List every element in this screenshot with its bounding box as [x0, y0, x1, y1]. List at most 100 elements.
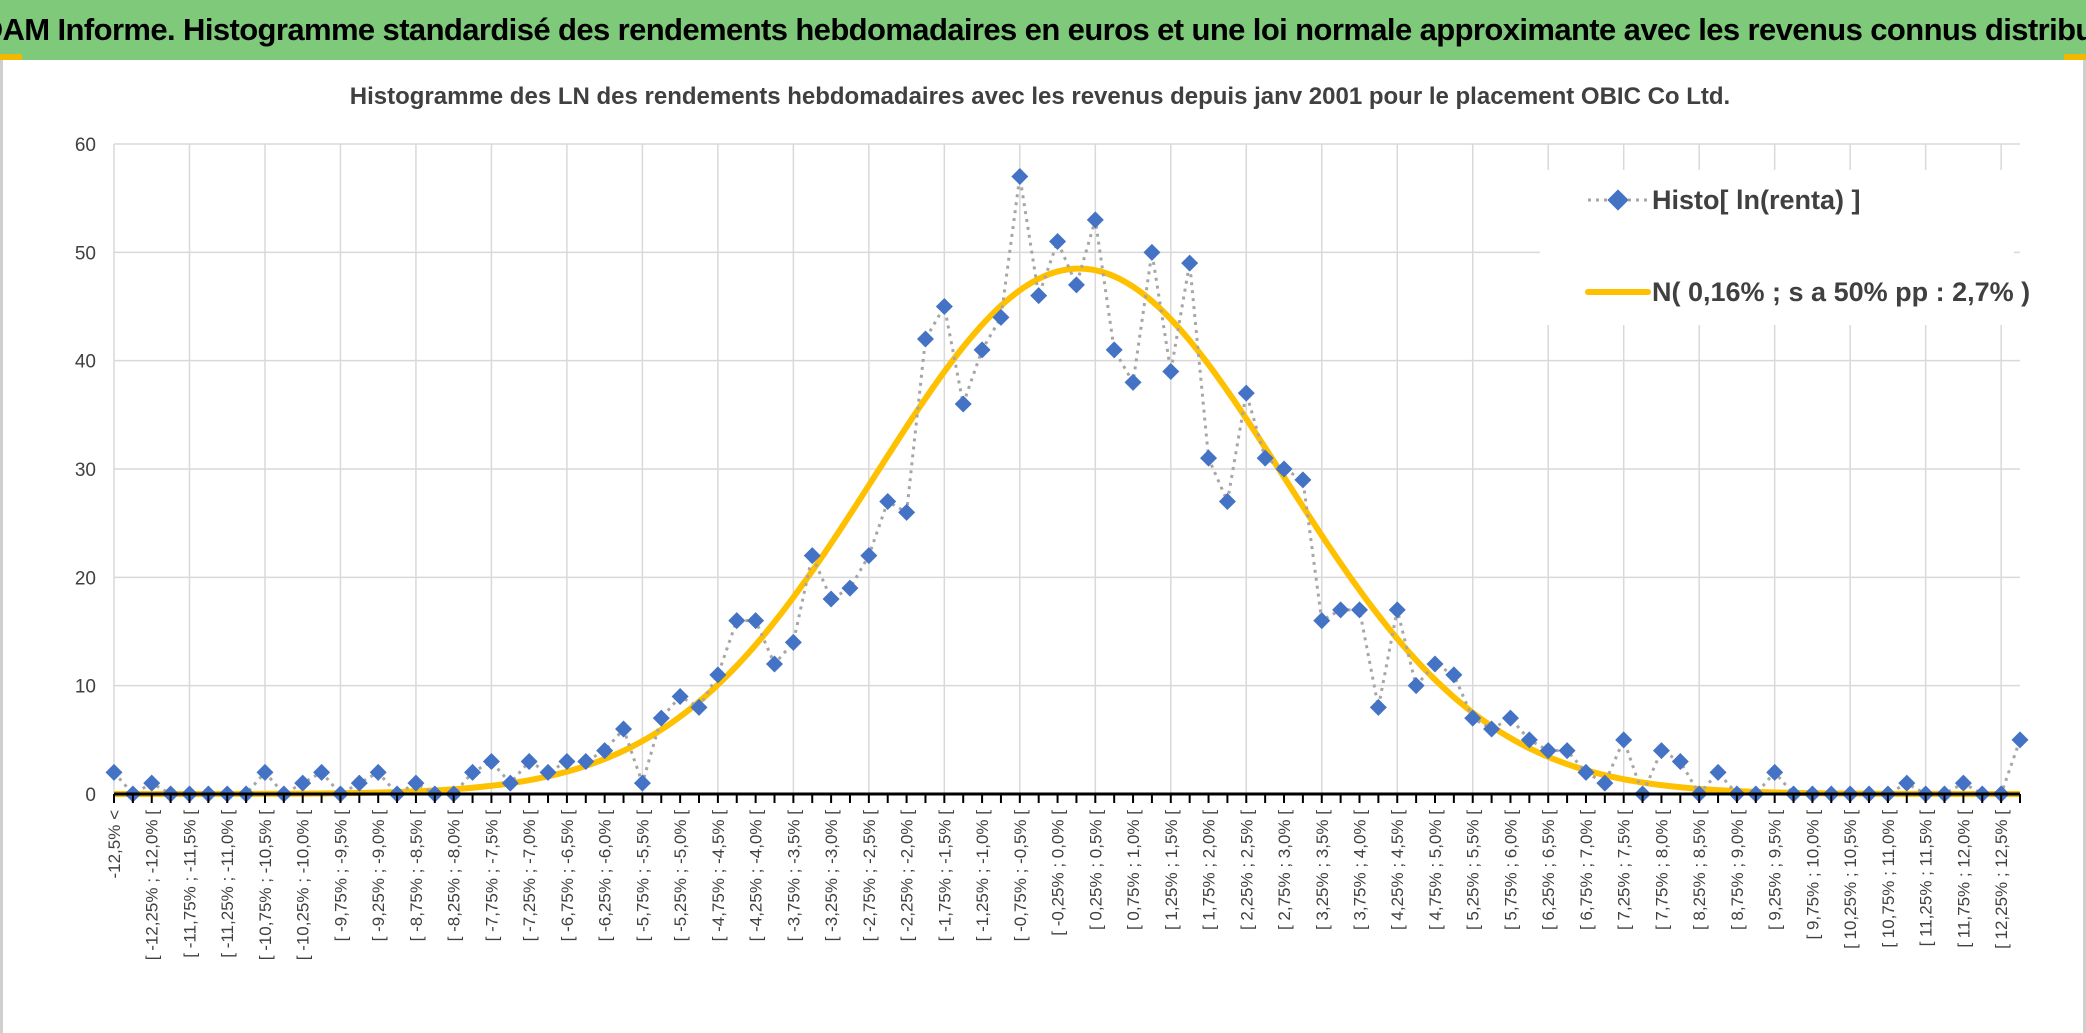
histogram-point [294, 774, 312, 792]
histogram-point [1294, 471, 1312, 489]
x-tick-label: [ 10,75% ; 11,0% [ [1879, 810, 1898, 948]
x-tick-label: [ -7,25% ; -7,0% [ [520, 810, 539, 942]
x-tick-label: [ -11,25% ; -11,0% [ [218, 810, 237, 958]
histogram-point [784, 633, 802, 651]
histogram-point [369, 763, 387, 781]
x-tick-label: [ -10,25% ; -10,0% [ [294, 810, 313, 961]
x-tick-label: [ -6,75% ; -6,5% [ [558, 810, 577, 942]
histogram-point [1445, 666, 1463, 684]
histogram-point [1558, 742, 1576, 760]
y-tick-label: 0 [85, 785, 96, 806]
x-tick-label: [ -5,25% ; -5,0% [ [671, 810, 690, 942]
legend-normal-label: N( 0,16% ; s a 50% pp : 2,7% ) [1652, 277, 2030, 307]
chart-title: Histogramme des LN des rendements hebdom… [350, 83, 1730, 110]
histogram-point [1388, 601, 1406, 619]
y-tick-label: 50 [75, 243, 96, 264]
histogram-point [1898, 774, 1916, 792]
histogram-point [1766, 763, 1784, 781]
x-tick-label: [ 9,75% ; 10,0% [ [1803, 810, 1822, 940]
frame-border-right [2083, 60, 2086, 1033]
histogram-point [1407, 677, 1425, 695]
x-tick-label: [ -9,25% ; -9,0% [ [369, 810, 388, 942]
x-tick-label: [ 2,75% ; 3,0% [ [1275, 810, 1294, 930]
histogram-point [1483, 720, 1501, 738]
x-tick-label: [ -9,75% ; -9,5% [ [331, 810, 350, 942]
x-axis-layer [113, 792, 2021, 803]
histogram-point [652, 709, 670, 727]
x-tick-label: [ -1,25% ; -1,0% [ [973, 810, 992, 942]
histogram-point [728, 612, 746, 630]
histogram-point [596, 742, 614, 760]
x-tick-label: [ 10,25% ; 10,5% [ [1841, 810, 1860, 949]
y-tick-label: 10 [75, 677, 96, 698]
histogram-point [1049, 233, 1067, 250]
y-tick-label: 60 [75, 135, 96, 156]
histogram-point [2011, 731, 2029, 749]
histogram-point [1652, 742, 1670, 760]
normal-curve-layer [114, 265, 2020, 797]
x-tick-label: [ 9,25% ; 9,5% [ [1766, 810, 1785, 930]
x-tick-label: [ 8,75% ; 9,0% [ [1728, 810, 1747, 930]
histogram-point [747, 612, 765, 630]
histogram-point [841, 579, 859, 597]
x-tick-label: [ 1,25% ; 1,5% [ [1162, 810, 1181, 930]
y-tick-label: 30 [75, 460, 96, 481]
histogram-point [1351, 601, 1369, 619]
histogram-point [803, 547, 821, 565]
histogram-point [464, 763, 482, 781]
y-axis-tick-labels: 0 10 20 30 40 50 60 [75, 135, 96, 806]
histogram-point [1520, 731, 1538, 749]
x-tick-label: [ 8,25% ; 8,5% [ [1690, 810, 1709, 930]
histogram-series-layer [105, 168, 2029, 803]
histogram-point [615, 720, 633, 738]
legend-histo-label: Histo[ ln(renta) ] [1652, 185, 1861, 215]
histogram-point [1539, 742, 1557, 760]
x-tick-label: [ -3,75% ; -3,5% [ [784, 810, 803, 942]
x-tick-label: [ -10,75% ; -10,5% [ [256, 810, 275, 961]
x-tick-label: [ 3,25% ; 3,5% [ [1313, 810, 1332, 930]
histogram-point [822, 590, 840, 608]
grid-lines [113, 143, 2020, 794]
x-tick-label: [ 6,75% ; 7,0% [ [1577, 810, 1596, 930]
chart-legend: Histo[ ln(renta) ] N( 0,16% ; s a 50% pp… [1540, 170, 2030, 325]
histogram-point [1011, 168, 1029, 185]
x-tick-label: [ -4,75% ; -4,5% [ [709, 810, 728, 942]
histogram-point [407, 774, 425, 792]
histogram-point [1124, 373, 1142, 391]
x-tick-label: [ 4,75% ; 5,0% [ [1426, 810, 1445, 930]
histogram-point [1143, 243, 1161, 261]
histogram-point [1256, 449, 1274, 467]
x-tick-label: [ -7,75% ; -7,5% [ [482, 810, 501, 942]
x-tick-label: [ -12,25% ; -12,0% [ [143, 810, 162, 961]
histogram-point [1501, 709, 1519, 727]
x-tick-label: [ 11,75% ; 12,0% [ [1954, 810, 1973, 948]
x-tick-label: [ 2,25% ; 2,5% [ [1237, 810, 1256, 930]
histogram-point [1162, 363, 1180, 380]
histogram-point [1596, 774, 1614, 792]
histogram-point [1030, 287, 1048, 305]
x-tick-label: [ -8,25% ; -8,0% [ [445, 810, 464, 942]
histogram-point [954, 395, 972, 413]
histogram-point [671, 688, 689, 705]
histogram-point [1954, 774, 1972, 792]
histogram-point [1067, 276, 1085, 294]
histogram-point [1275, 460, 1293, 478]
x-tick-label: [ 5,25% ; 5,5% [ [1464, 810, 1483, 930]
x-tick-label: [ 5,75% ; 6,0% [ [1501, 810, 1520, 930]
x-tick-label: [ 12,25% ; 12,5% [ [1992, 810, 2011, 949]
x-tick-label: [ 7,25% ; 7,5% [ [1615, 810, 1634, 930]
x-tick-label: [ -2,25% ; -2,0% [ [898, 810, 917, 942]
histogram-point [558, 753, 576, 770]
y-tick-label: 20 [75, 568, 96, 589]
histogram-point [860, 547, 878, 565]
x-tick-label: [ 0,25% ; 0,5% [ [1086, 810, 1105, 930]
histogram-point [1671, 753, 1689, 770]
histogram-point [256, 763, 274, 781]
histogram-point [690, 698, 708, 716]
x-tick-label: [ -8,75% ; -8,5% [ [407, 810, 426, 942]
x-tick-label: [ -1,75% ; -1,5% [ [935, 810, 954, 942]
histogram-point [350, 774, 368, 792]
histogram-point [935, 298, 953, 315]
x-tick-label: [ 11,25% ; 11,5% [ [1917, 810, 1936, 947]
x-tick-label: [ -0,75% ; -0,5% [ [1011, 810, 1030, 942]
